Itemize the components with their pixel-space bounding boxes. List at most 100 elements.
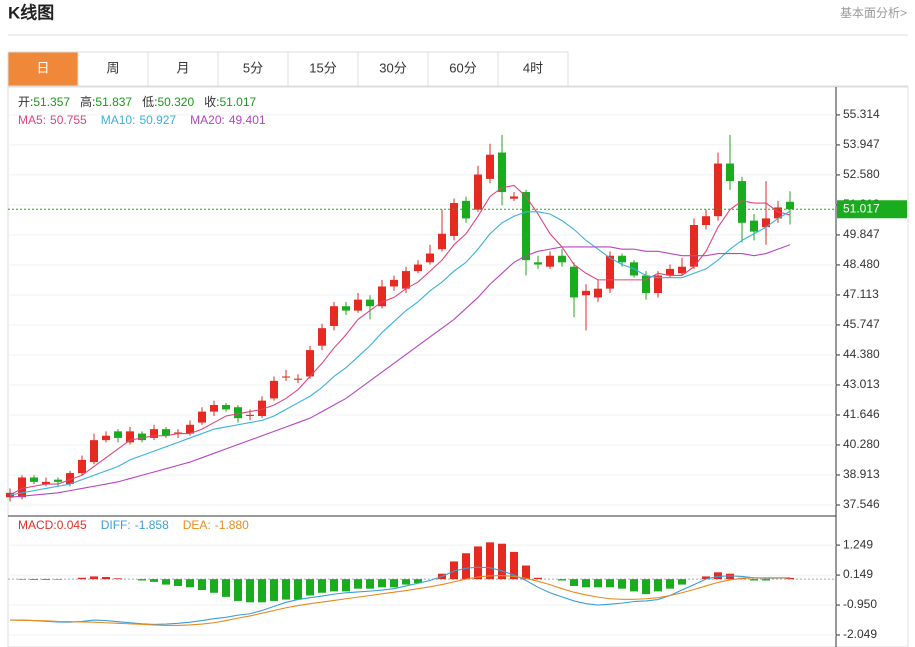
macd-bar [402, 579, 410, 585]
macd-bar [234, 579, 242, 601]
tab-label[interactable]: 日 [36, 60, 49, 75]
macd-bar [306, 579, 314, 596]
legend-value: 0.045 [57, 518, 87, 532]
y-tick-label: -2.049 [843, 627, 877, 641]
legend-separator: : [132, 113, 135, 127]
series-line [9, 210, 791, 496]
series-line [9, 575, 790, 627]
candle-body [162, 429, 170, 436]
legend-name: MA10 [101, 113, 133, 127]
candle-body [486, 154, 494, 179]
candle-body [42, 481, 50, 485]
legend-name: MACD [18, 518, 54, 532]
legend-value: -1.858 [135, 518, 169, 532]
candle-body [762, 218, 770, 228]
tab-label[interactable]: 60分 [449, 60, 476, 75]
candle-body [294, 378, 302, 380]
candle-body [30, 477, 38, 482]
legend-separator: : [53, 518, 56, 532]
macd-bar [582, 579, 590, 588]
macd-bar [150, 579, 158, 582]
tab-label[interactable]: 月 [176, 60, 189, 75]
candle-body [330, 306, 338, 326]
macd-bar [30, 579, 38, 580]
candle-body [738, 181, 746, 223]
macd-bar [474, 546, 482, 580]
candle-body [126, 431, 134, 443]
tab[interactable] [147, 51, 219, 87]
macd-bar [162, 579, 170, 585]
legend-value: 50.927 [139, 113, 176, 127]
legend-separator: : [222, 113, 225, 127]
candle-body [702, 216, 710, 225]
macd-bar [714, 572, 722, 580]
candle-body [18, 477, 26, 498]
legend-value: 50.755 [50, 113, 87, 127]
y-tick-label: 47.113 [843, 287, 879, 301]
macd-bar [222, 579, 230, 597]
candle-body [318, 328, 326, 346]
macd-bar [570, 579, 578, 586]
chart-frame [7, 86, 909, 647]
macd-bar [186, 579, 194, 588]
candle-body [150, 429, 158, 438]
candle-body [522, 192, 530, 261]
candle-body [618, 255, 626, 263]
macd-bar [102, 576, 110, 580]
macd-bar [450, 561, 458, 580]
macd-bar [498, 543, 506, 580]
macd-bar [618, 579, 626, 589]
candle-body [642, 275, 650, 294]
macd-bar [378, 579, 386, 588]
macd-bar [534, 577, 542, 580]
candle-body [270, 380, 278, 399]
macd-bar [330, 579, 338, 592]
macd-bar [282, 579, 290, 600]
y-tick-label: 40.280 [843, 437, 880, 451]
tab[interactable] [427, 51, 499, 87]
macd-bar [558, 579, 566, 581]
tab-label[interactable]: 5分 [243, 60, 263, 75]
macd-bar [270, 579, 278, 601]
candle-body [714, 163, 722, 217]
macd-bar [702, 576, 710, 580]
macd-bar [78, 577, 86, 580]
y-tick-label: 37.546 [843, 497, 880, 511]
tab-label[interactable]: 4时 [523, 60, 543, 75]
candle-body [750, 220, 758, 232]
ohlc-info: 开:51.357 高:51.837 低:50.320 收:51.017 [18, 94, 257, 109]
tab[interactable] [217, 51, 289, 87]
candle-body [510, 196, 518, 199]
series-line [9, 244, 791, 498]
tab-label[interactable]: 周 [106, 60, 119, 75]
y-tick-label: 0.149 [843, 567, 873, 581]
tab-label[interactable]: 30分 [379, 60, 406, 75]
candle-body [246, 414, 254, 416]
ohlc-value: 51.357 [33, 95, 70, 109]
ohlc-value: 51.837 [95, 95, 132, 109]
y-tick-label: 45.747 [843, 317, 880, 331]
macd-bar [318, 579, 326, 593]
candle-body [426, 253, 434, 263]
y-tick-label: 38.913 [843, 467, 880, 481]
macd-bar [90, 576, 98, 580]
tab[interactable] [77, 51, 149, 87]
tab[interactable] [7, 51, 79, 87]
candle-body [78, 459, 86, 474]
candle-body [474, 174, 482, 210]
tab[interactable] [357, 51, 429, 87]
last-price-box [837, 200, 907, 219]
fundamental-link[interactable]: 基本面分析> [840, 6, 907, 20]
candle-body [666, 268, 674, 276]
last-price-label: 51.017 [843, 201, 880, 215]
y-tick-label: 49.847 [843, 227, 880, 241]
candle-body [234, 407, 242, 419]
candle-body [534, 262, 542, 265]
candle-body [402, 271, 410, 289]
tab-label[interactable]: 15分 [309, 60, 336, 75]
macd-bar [366, 579, 374, 589]
y-tick-label: 48.480 [843, 257, 880, 271]
tab[interactable] [497, 51, 569, 87]
candle-body [774, 207, 782, 219]
